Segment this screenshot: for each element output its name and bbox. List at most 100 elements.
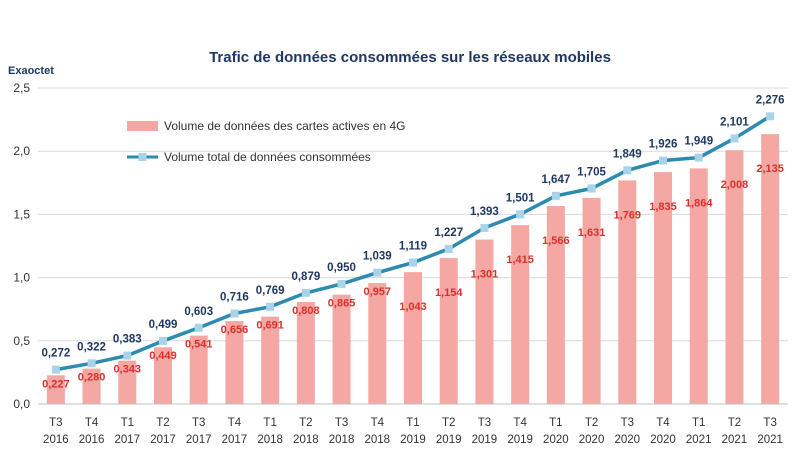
legend: Volume de données des cartes actives en … xyxy=(127,119,405,164)
x-tick-label: T2 2021 xyxy=(722,417,748,446)
line-value-label: 1,119 xyxy=(399,241,427,253)
bar xyxy=(761,134,780,405)
x-tick-quarter: T1 xyxy=(263,417,276,429)
bar xyxy=(404,272,422,404)
y-tick-label: 2,5 xyxy=(13,81,30,95)
x-tick-quarter: T2 xyxy=(156,417,169,429)
line-point xyxy=(444,244,453,253)
x-tick-quarter: T2 xyxy=(442,417,455,429)
legend-bar-swatch xyxy=(127,121,158,131)
x-tick-quarter: T4 xyxy=(513,417,527,429)
chart-title: Trafic de données consommées sur les rés… xyxy=(209,49,611,66)
line-point xyxy=(337,279,346,288)
x-tick-year: 2021 xyxy=(686,434,712,446)
x-tick-label: T3 2018 xyxy=(329,417,355,446)
line-point xyxy=(230,309,239,318)
x-tick-label: T4 2020 xyxy=(650,417,676,446)
bar-value-label: 1,301 xyxy=(471,269,499,281)
bar-series xyxy=(46,134,780,405)
bar xyxy=(46,375,65,404)
bar-value-label: 0,280 xyxy=(78,372,106,384)
x-tick-label: T2 2017 xyxy=(150,417,176,446)
x-tick-label: T4 2017 xyxy=(222,417,248,446)
x-tick-year: 2017 xyxy=(186,434,212,446)
bar-value-label: 0,449 xyxy=(149,350,177,362)
x-tick-label: T4 2018 xyxy=(364,417,390,446)
line-value-label: 2,101 xyxy=(720,116,749,128)
line-value-label: 1,705 xyxy=(577,166,606,178)
x-tick-year: 2021 xyxy=(757,434,783,446)
bar xyxy=(154,347,172,404)
x-tick-quarter: T2 xyxy=(728,417,741,429)
x-tick-quarter: T3 xyxy=(621,417,634,429)
x-tick-quarter: T3 xyxy=(335,417,348,429)
x-tick-label: T3 2020 xyxy=(614,417,640,446)
bar xyxy=(582,197,601,404)
bar xyxy=(261,316,280,404)
line-value-label: 0,499 xyxy=(149,319,178,331)
bar xyxy=(368,283,387,404)
y-axis-label: Exaoctet xyxy=(8,65,54,77)
bar-value-label: 0,227 xyxy=(42,378,70,390)
x-tick-label: T1 2020 xyxy=(543,417,569,446)
line-point xyxy=(266,302,275,311)
x-tick-year: 2020 xyxy=(650,434,676,446)
line-value-label: 0,603 xyxy=(184,306,213,318)
x-tick-quarter: T3 xyxy=(49,417,62,429)
bar-value-label: 2,135 xyxy=(756,163,784,175)
line-point xyxy=(516,210,525,219)
x-tick-label: T1 2021 xyxy=(686,417,712,446)
x-tick-label: T1 2018 xyxy=(257,417,283,446)
bar-value-label: 1,864 xyxy=(685,197,713,209)
bar-value-label: 2,008 xyxy=(721,179,749,191)
line-point xyxy=(51,365,60,374)
bar xyxy=(511,225,530,404)
x-tick-year: 2017 xyxy=(222,434,248,446)
x-tick-label: T1 2017 xyxy=(114,417,140,446)
x-tick-year: 2020 xyxy=(543,434,569,446)
bar-value-label: 0,957 xyxy=(364,286,392,298)
x-tick-quarter: T2 xyxy=(585,417,598,429)
x-tick-quarter: T1 xyxy=(692,417,705,429)
line-value-label: 1,501 xyxy=(506,192,535,204)
legend-bar-label: Volume de données des cartes actives en … xyxy=(164,119,405,133)
bar xyxy=(725,150,744,404)
x-tick-quarter: T2 xyxy=(299,417,312,429)
line-point xyxy=(766,112,775,121)
x-tick-quarter: T1 xyxy=(549,417,562,429)
line-value-label: 1,039 xyxy=(363,251,392,263)
line-value-label: 0,950 xyxy=(327,262,356,274)
line-value-label: 0,716 xyxy=(220,291,249,303)
line-point xyxy=(159,336,167,345)
bar xyxy=(296,301,315,404)
line-point xyxy=(587,184,596,193)
line-point xyxy=(694,153,703,162)
line-value-label: 1,926 xyxy=(649,139,678,151)
line-value-label: 0,383 xyxy=(113,334,142,346)
bar-value-label: 1,043 xyxy=(399,301,427,313)
bar xyxy=(332,294,351,404)
bar-value-label: 1,566 xyxy=(542,235,570,247)
line-point xyxy=(194,323,203,332)
bar xyxy=(189,335,208,404)
bar xyxy=(225,321,244,404)
line-point xyxy=(623,166,632,175)
y-tick-label: 1,0 xyxy=(13,271,30,285)
bar-value-label: 1,631 xyxy=(578,227,606,239)
bar-value-label: 0,691 xyxy=(256,320,284,332)
line-point xyxy=(373,268,382,277)
bar xyxy=(654,172,672,404)
x-tick-quarter: T3 xyxy=(763,417,776,429)
x-tick-quarter: T4 xyxy=(85,417,99,429)
bar xyxy=(82,368,101,404)
data-labels: 0,227 0,280 0,343 0,449 0,541 0,656 0,691 0,808… xyxy=(41,94,784,390)
x-tick-quarter: T3 xyxy=(192,417,205,429)
line-value-label: 0,769 xyxy=(256,285,285,297)
x-tick-label: T2 2020 xyxy=(579,417,605,446)
bar xyxy=(439,258,458,404)
x-tick-year: 2018 xyxy=(293,434,319,446)
x-tick-year: 2019 xyxy=(507,434,533,446)
x-tick-year: 2019 xyxy=(436,434,462,446)
y-tick-label: 1,5 xyxy=(13,207,30,221)
